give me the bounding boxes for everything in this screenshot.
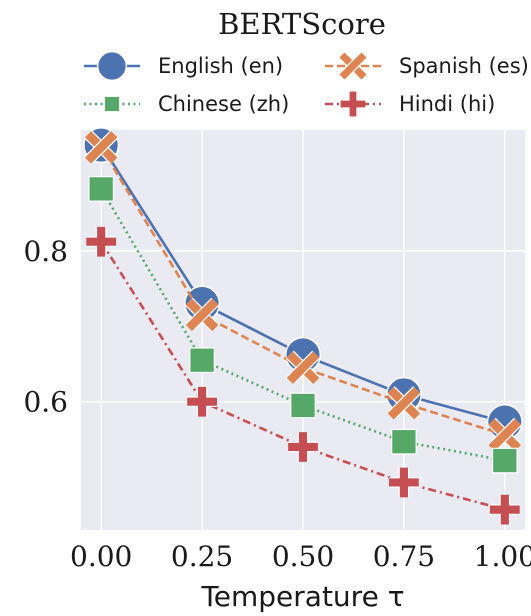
- data-point: [285, 350, 321, 385]
- y-tick-label: 0.8: [23, 235, 68, 268]
- y-axis-ticks: 0.6 0.8: [23, 235, 68, 419]
- data-point: [184, 297, 220, 333]
- data-point: [391, 428, 417, 455]
- legend-label: Chinese (zh): [158, 92, 289, 116]
- legend-marker: [340, 91, 366, 117]
- x-tick-label: 0.75: [373, 540, 435, 573]
- data-point: [389, 467, 419, 498]
- legend-marker: [96, 50, 128, 82]
- series-hindi-hi: [86, 226, 520, 525]
- chart-title: BERTScore: [218, 7, 386, 41]
- series-line: [100, 146, 506, 437]
- legend-item: Spanish (es): [325, 51, 529, 81]
- legend-label: Hindi (hi): [399, 92, 495, 116]
- data-point: [288, 432, 318, 462]
- x-tick-label: 1.00: [474, 540, 531, 573]
- legend-label: English (en): [158, 54, 283, 78]
- x-axis-label: Temperature τ: [200, 580, 404, 613]
- x-tick-label: 0.25: [171, 540, 233, 573]
- legend-label: Spanish (es): [399, 54, 529, 78]
- y-tick-label: 0.6: [23, 386, 68, 419]
- x-tick-label: 0.00: [70, 540, 132, 573]
- data-point: [290, 392, 316, 419]
- data-point: [489, 494, 520, 525]
- series-chinese-zh: [88, 176, 518, 474]
- data-point: [189, 347, 215, 374]
- series-line: [100, 241, 506, 511]
- legend-marker: [103, 95, 121, 113]
- legend-item: Chinese (zh): [84, 92, 289, 116]
- series-layer: [83, 127, 523, 525]
- data-point: [86, 226, 117, 257]
- data-point: [386, 386, 422, 421]
- legend-item: Hindi (hi): [325, 91, 495, 117]
- data-point: [187, 386, 217, 417]
- legend-item: English (en): [84, 50, 283, 82]
- legend: English (en) Spanish (es) Chinese (zh) Hind…: [84, 50, 529, 117]
- x-axis-ticks: 0.00 0.25 0.50 0.75 1.00: [70, 540, 531, 573]
- data-point: [487, 417, 522, 453]
- legend-marker: [338, 51, 368, 81]
- series-spanish-es: [84, 130, 522, 453]
- data-point: [491, 447, 518, 474]
- data-point: [88, 176, 115, 202]
- x-tick-label: 0.50: [272, 540, 334, 573]
- data-point: [84, 130, 119, 165]
- data-point: [385, 376, 422, 413]
